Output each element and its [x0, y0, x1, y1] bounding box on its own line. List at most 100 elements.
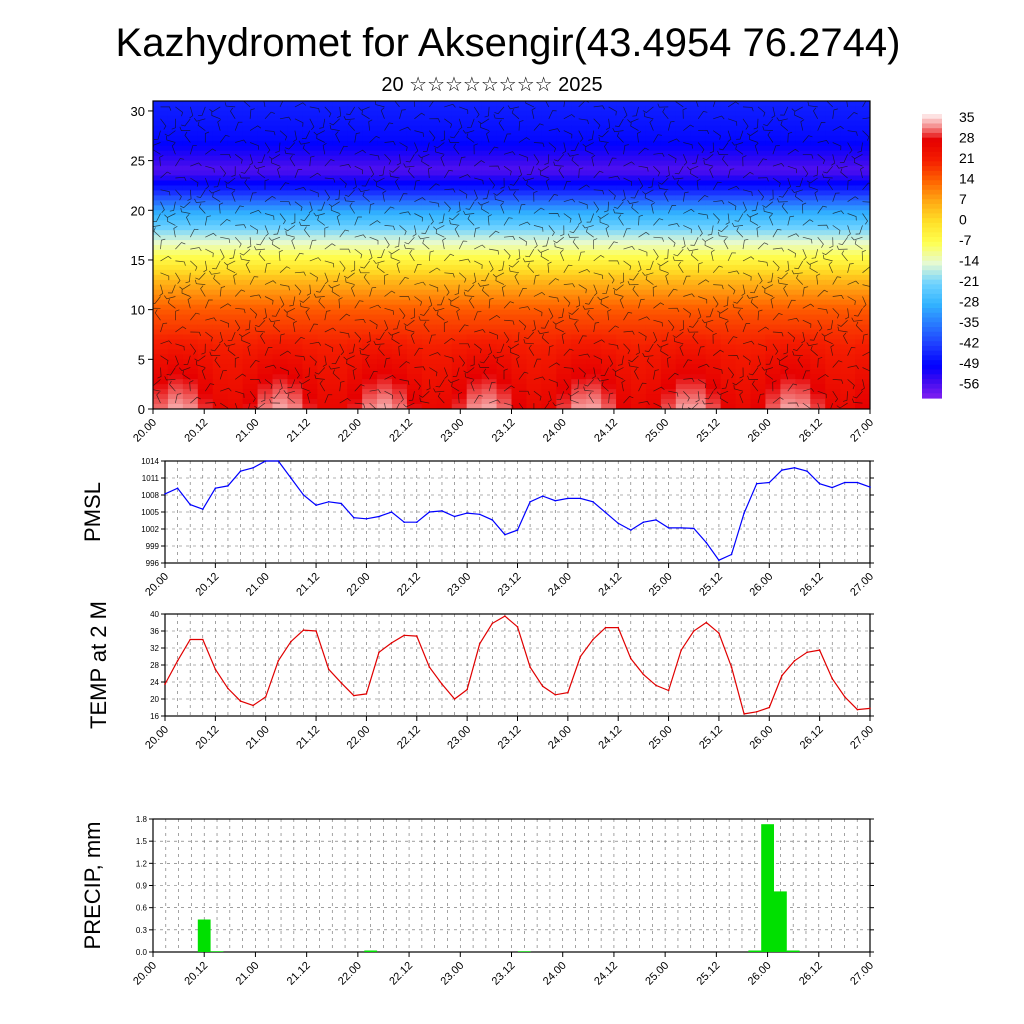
data-point: [730, 553, 733, 556]
colorbar-segment: [922, 222, 942, 229]
colorbar-segment: [922, 369, 942, 375]
data-point: [617, 522, 619, 525]
data-point: [655, 519, 657, 521]
colorbar-segment: [922, 237, 942, 243]
y-tick-label: 999: [146, 542, 160, 551]
colorbar-segment: [922, 194, 942, 200]
data-point: [504, 615, 506, 617]
temperature-colorbar: 35 28 21 14 7 0 -7 -14 -21 -28 -35 -42 -49 -56: [922, 109, 979, 399]
data-point: [869, 707, 871, 710]
colorbar-segment: [922, 355, 942, 361]
data-point: [781, 469, 783, 471]
heat-x-tick-label: 26.12: [797, 417, 825, 445]
data-point: [541, 495, 544, 497]
x-tick-label: 20.12: [194, 724, 222, 752]
y-tick-label: 1011: [142, 474, 160, 483]
colorbar-label: 14: [959, 171, 975, 187]
colorbar-segment: [922, 341, 942, 347]
x-tick-label: 24.00: [541, 960, 569, 988]
colorbar-segment: [922, 383, 942, 390]
y-tick-label: 24: [150, 678, 159, 687]
data-point: [264, 696, 267, 698]
precip-bar: [786, 950, 800, 952]
precip-bar: [210, 951, 224, 952]
colorbar-segment: [922, 260, 942, 267]
y-tick-label: 1.8: [136, 815, 148, 824]
colorbar-segment: [922, 123, 942, 129]
data-point: [667, 689, 670, 692]
colorbar-segment: [922, 265, 942, 271]
x-tick-label: 23.12: [496, 724, 524, 752]
data-point: [617, 626, 619, 629]
colorbar-segment: [922, 175, 942, 181]
colorbar-segment: [922, 142, 942, 148]
x-tick-label: 23.00: [438, 960, 466, 988]
y-axis-label: PMSL: [80, 482, 105, 542]
y-tick-label: 0.3: [136, 926, 148, 935]
colorbar-label: 7: [959, 191, 967, 207]
data-point: [227, 485, 229, 487]
data-point: [403, 634, 406, 637]
colorbar-segment: [922, 227, 942, 233]
data-point: [478, 643, 481, 645]
heat-x-tick-label: 27.00: [848, 417, 876, 445]
x-tick-label: 24.00: [546, 571, 574, 599]
data-point: [239, 700, 242, 702]
colorbar-segment: [922, 246, 942, 252]
x-tick-label: 26.00: [747, 724, 775, 752]
heat-x-tick-label: 22.00: [336, 417, 364, 445]
data-point: [277, 660, 280, 662]
data-point: [630, 657, 632, 660]
heat-y-tick-label: 30: [131, 104, 145, 119]
data-point: [252, 704, 254, 707]
data-point: [592, 501, 594, 503]
data-point: [655, 684, 657, 687]
data-point: [302, 494, 305, 496]
data-point: [466, 512, 468, 514]
data-point: [592, 638, 594, 641]
data-point: [844, 696, 846, 698]
x-tick-label: 25.00: [647, 571, 675, 599]
colorbar-segment: [922, 303, 942, 309]
colorbar-label: -42: [959, 335, 979, 351]
data-point: [327, 501, 330, 503]
x-tick-label: 21.12: [285, 960, 313, 988]
data-point: [290, 640, 292, 643]
x-tick-label: 27.00: [848, 724, 876, 752]
precip-bar: [761, 824, 774, 952]
colorbar-segment: [922, 137, 942, 143]
x-tick-label: 21.00: [244, 571, 272, 599]
y-axis-label: TEMP at 2 M: [86, 601, 111, 729]
colorbar-segment: [922, 336, 942, 342]
y-tick-label: 0.0: [136, 948, 148, 957]
data-point: [604, 626, 607, 629]
colorbar-segment: [922, 388, 942, 394]
data-point: [264, 460, 267, 462]
colorbar-segment: [922, 270, 942, 276]
y-tick-label: 1005: [141, 508, 159, 517]
y-tick-label: 36: [150, 627, 159, 636]
data-point: [793, 660, 796, 662]
colorbar-segment: [922, 147, 942, 153]
data-point: [755, 482, 758, 485]
colorbar-segment: [922, 345, 942, 352]
data-point: [818, 649, 821, 651]
x-tick-label: 20.00: [143, 571, 171, 599]
data-point: [781, 674, 783, 677]
pmsl-panel: 996 999 1002 1005 1008 1011 1014 20.00 20.12 21.0…: [80, 457, 876, 599]
chart-title: Kazhydromet for Aksengir(43.4954 76.2744…: [116, 21, 901, 65]
data-point: [466, 688, 468, 691]
x-tick-label: 25.12: [697, 571, 725, 599]
precip-bar: [364, 950, 378, 952]
x-tick-label: 27.00: [848, 960, 876, 988]
colorbar-segment: [922, 213, 942, 219]
data-point: [403, 521, 406, 523]
data-point: [378, 651, 380, 654]
colorbar-segment: [922, 308, 942, 314]
data-point: [642, 673, 645, 676]
data-point: [579, 655, 582, 658]
x-tick-label: 25.00: [643, 960, 671, 988]
x-tick-label: 25.00: [647, 724, 675, 752]
data-point: [529, 501, 531, 503]
